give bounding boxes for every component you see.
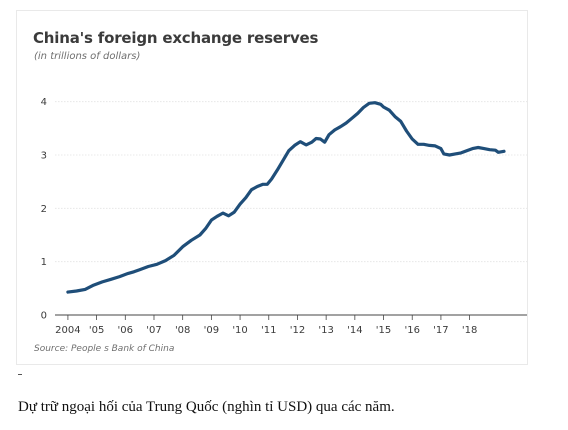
chart-title: China's foreign exchange reserves bbox=[33, 29, 319, 47]
x-tick-label: '15 bbox=[376, 325, 391, 336]
figure-caption: Dự trữ ngoại hối của Trung Quốc (nghìn t… bbox=[18, 399, 395, 415]
x-tick-label: '16 bbox=[404, 325, 419, 336]
x-tick-label: '12 bbox=[290, 325, 305, 336]
x-tick-label: '14 bbox=[347, 325, 362, 336]
y-tick-label: 0 bbox=[41, 311, 47, 322]
x-axis-ticks: 2004 '05 '06 '07 '08 '09 '10 '11 '12 '13 '14 '15 '16… bbox=[55, 315, 477, 336]
x-tick-label: '10 bbox=[232, 325, 247, 336]
y-tick-label: 4 bbox=[41, 97, 47, 108]
y-tick-label: 3 bbox=[41, 151, 47, 162]
x-tick-label: '11 bbox=[261, 325, 276, 336]
x-tick-label: '18 bbox=[462, 325, 477, 336]
y-tick-label: 1 bbox=[41, 257, 47, 268]
y-axis-ticks: 0 1 2 3 4 bbox=[41, 97, 47, 321]
x-tick-label: '09 bbox=[204, 325, 219, 336]
chart-subtitle: (in trillions of dollars) bbox=[34, 51, 141, 62]
x-tick-label: '17 bbox=[433, 325, 448, 336]
x-tick-label: '05 bbox=[89, 325, 104, 336]
series-line bbox=[66, 101, 506, 294]
x-tick-label: '06 bbox=[118, 325, 133, 336]
x-tick-label: '13 bbox=[318, 325, 333, 336]
line-chart: 0 1 2 3 4 2004 '05 '06 '07 '08 '09 '10 '11 '12 '13 '14… bbox=[41, 97, 527, 336]
series-layer bbox=[66, 101, 506, 294]
divider-mark bbox=[18, 374, 22, 375]
chart-source: Source: People s Bank of China bbox=[34, 344, 175, 354]
chart-card: China's foreign exchange reserves (in tr… bbox=[16, 10, 528, 365]
x-tick-label: '08 bbox=[175, 325, 190, 336]
y-tick-label: 2 bbox=[41, 204, 47, 215]
gridlines bbox=[55, 101, 527, 316]
x-tick-label: 2004 bbox=[55, 325, 80, 336]
x-tick-label: '07 bbox=[146, 325, 161, 336]
